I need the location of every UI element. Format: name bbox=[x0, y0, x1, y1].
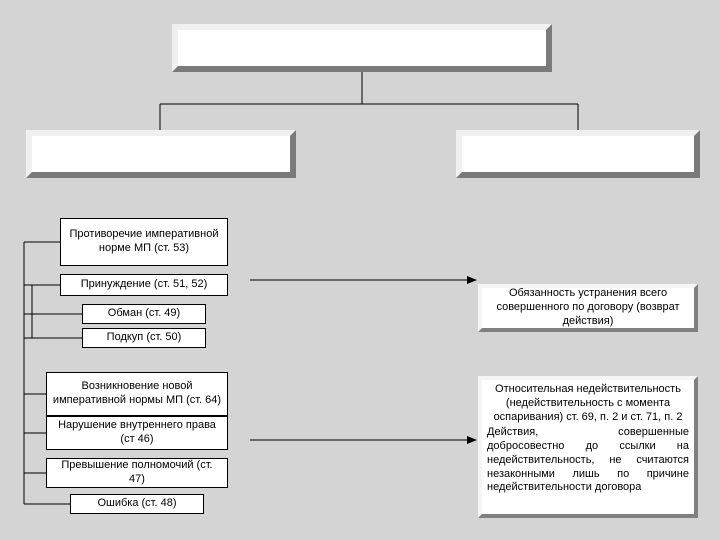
label: Нарушение внутреннего права (ст 46) bbox=[52, 419, 222, 447]
node-fraud: Обман (ст. 49) bbox=[82, 304, 206, 324]
right-head-box bbox=[456, 130, 700, 178]
node-exceed-authority: Превышение полномочий (ст. 47) bbox=[46, 458, 228, 488]
label: Возникновение новой императивной нормы М… bbox=[52, 380, 222, 408]
label: Обязанность устранения всего совершенног… bbox=[487, 287, 689, 328]
label: Противоречие императивной норме МП (ст. … bbox=[66, 228, 222, 256]
left-head-box bbox=[26, 130, 296, 178]
label: Подкуп (ст. 50) bbox=[107, 331, 182, 345]
node-internal-law: Нарушение внутреннего права (ст 46) bbox=[46, 416, 228, 450]
label: Ошибка (ст. 48) bbox=[97, 497, 176, 511]
node-contradiction: Противоречие императивной норме МП (ст. … bbox=[60, 218, 228, 266]
r2-body: Действия, совершенные добросовестно до с… bbox=[487, 426, 689, 495]
root-box bbox=[172, 24, 552, 72]
box-obligation: Обязанность устранения всего совершенног… bbox=[478, 284, 698, 332]
node-error: Ошибка (ст. 48) bbox=[70, 494, 204, 514]
node-bribery: Подкуп (ст. 50) bbox=[82, 328, 206, 348]
label: Превышение полномочий (ст. 47) bbox=[52, 459, 222, 487]
label: Обман (ст. 49) bbox=[108, 307, 180, 321]
node-new-norm: Возникновение новой императивной нормы М… bbox=[46, 372, 228, 416]
label: Принуждение (ст. 51, 52) bbox=[81, 278, 208, 292]
box-relative-invalidity: Относительная недействительность (недейс… bbox=[478, 376, 698, 518]
node-coercion: Принуждение (ст. 51, 52) bbox=[60, 274, 228, 296]
r2-title: Относительная недействительность (недейс… bbox=[487, 383, 689, 424]
